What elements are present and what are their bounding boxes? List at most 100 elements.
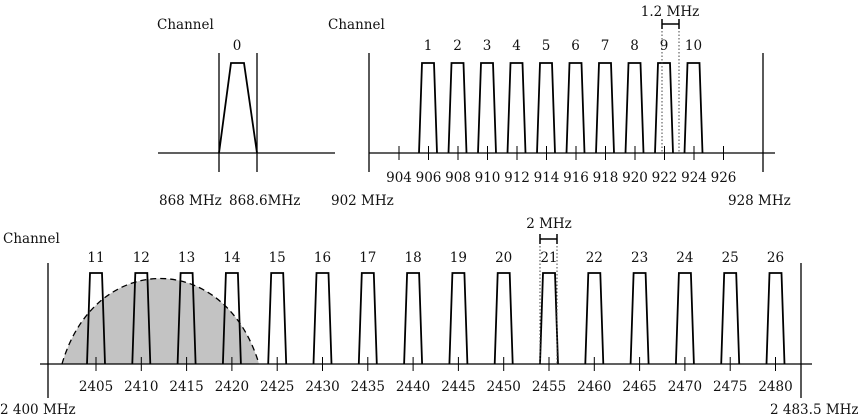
band-2400-tick-label: 2465 (622, 379, 656, 395)
band-2400-mhz: Channel 2405 2410 2415 2420 2425 2430 2435 2440… (0, 216, 859, 417)
channel-12-label: 12 (133, 250, 150, 266)
channel-6-mask (565, 62, 586, 154)
channel-11-mask (86, 272, 106, 365)
channel-17-label: 17 (359, 250, 376, 266)
channel-24-mask (675, 272, 695, 365)
band-915-tick-label: 922 (652, 170, 678, 186)
band-915-tick-label: 906 (416, 170, 442, 186)
channel-5-label: 5 (542, 38, 551, 54)
channel-15-label: 15 (269, 250, 286, 266)
channel-18-label: 18 (405, 250, 422, 266)
band-915-bandwidth-label: 1.2 MHz (641, 4, 699, 20)
channel-3-label: 3 (483, 38, 492, 54)
band-2400-tick-label: 2430 (305, 379, 339, 395)
channel-22-mask (584, 272, 605, 365)
channel-16-label: 16 (314, 250, 331, 266)
band-2400-tick-label: 2435 (351, 379, 385, 395)
band-2400-tick-label: 2420 (215, 379, 249, 395)
channel-20-label: 20 (495, 250, 512, 266)
band-915-tick-label: 910 (475, 170, 501, 186)
band-2400-tick-label: 2480 (758, 379, 792, 395)
band-2400-tick-label: 2470 (668, 379, 702, 395)
band-915-tick-label: 926 (711, 170, 737, 186)
band-2400-channel-heading: Channel (3, 231, 60, 247)
channel-10-label: 10 (685, 38, 702, 54)
band-915-tick-label: 914 (534, 170, 560, 186)
channel-21-mask (539, 272, 559, 365)
band-2400-tick-label: 2405 (79, 379, 113, 395)
band-915-tick-label: 904 (386, 170, 412, 186)
channel-6-label: 6 (571, 38, 580, 54)
channel-22-label: 22 (586, 250, 603, 266)
channel-14-label: 14 (223, 250, 240, 266)
band-2400-tick-label: 2415 (169, 379, 203, 395)
channel-7-mask (595, 62, 615, 154)
band-2400-bandwidth-marker (539, 234, 558, 244)
channel-5-mask (536, 62, 556, 154)
channel-11-label: 11 (87, 250, 104, 266)
channel-0-label: 0 (233, 38, 242, 54)
band-915-tick-label: 912 (504, 170, 530, 186)
band-915-tick-label: 920 (622, 170, 648, 186)
channel-24-label: 24 (676, 250, 693, 266)
band-2400-left-label: 2 400 MHz (0, 402, 76, 417)
channel-17-mask (357, 272, 378, 365)
channel-2-label: 2 (453, 38, 462, 54)
band-915-tick-label: 916 (563, 170, 589, 186)
band-915-channel-heading: Channel (328, 17, 385, 33)
band-2400-tick-label: 2445 (441, 379, 475, 395)
band-2400-tick-label: 2425 (260, 379, 294, 395)
channel-2-mask (447, 62, 468, 154)
band-2400-right-label: 2 483.5 MHz (770, 402, 859, 417)
channel-9-mask (654, 62, 674, 154)
band-2400-tick-label: 2440 (396, 379, 430, 395)
band-868-right-label: 868.6MHz (229, 193, 300, 209)
channel-13-label: 13 (178, 250, 195, 266)
band-868-left-label: 868 MHz (159, 193, 222, 209)
band-868-channel-heading: Channel (157, 17, 214, 33)
band-2400-bandwidth-label: 2 MHz (526, 216, 572, 232)
channel-19-label: 19 (450, 250, 467, 266)
channel-4-mask (506, 62, 527, 154)
channel-23-mask (629, 272, 650, 365)
channel-15-mask (267, 272, 288, 365)
band-2400-tick-label: 2450 (487, 379, 521, 395)
band-915-tick-label: 924 (681, 170, 707, 186)
band-2400-tick-label: 2460 (577, 379, 611, 395)
channel-3-mask (477, 62, 497, 154)
channel-26-label: 26 (767, 250, 784, 266)
channel-19-mask (448, 272, 469, 365)
channel-13-mask (176, 272, 197, 365)
channel-20-mask (493, 272, 514, 365)
channel-4-label: 4 (512, 38, 521, 54)
band-915-mhz: Channel 904 906 908 910 912 914 916 918 920 922 92… (328, 4, 791, 209)
channel-14-mask (222, 272, 242, 365)
channel-1-mask (418, 62, 438, 154)
channel-8-mask (624, 62, 645, 154)
band-915-tick-label: 908 (445, 170, 471, 186)
band-915-tick-label: 918 (593, 170, 619, 186)
channel-23-label: 23 (631, 250, 648, 266)
channel-0-mask (218, 62, 258, 154)
channel-25-label: 25 (722, 250, 739, 266)
channel-9-label: 9 (660, 38, 669, 54)
channel-25-mask (720, 272, 741, 365)
channel-21-label: 21 (540, 250, 557, 266)
channel-8-label: 8 (630, 38, 639, 54)
band-915-bandwidth-marker (661, 19, 680, 29)
channel-18-mask (403, 272, 423, 365)
channel-16-mask (312, 272, 333, 365)
band-2400-tick-label: 2410 (124, 379, 158, 395)
band-915-left-label: 902 MHz (331, 193, 394, 209)
channel-12-mask (131, 272, 152, 365)
adjacent-system-spectrum (61, 277, 260, 365)
band-2400-tick-label: 2455 (532, 379, 566, 395)
band-915-right-label: 928 MHz (728, 193, 791, 209)
band-868-mhz: Channel 0 868 MHz 868.6MHz (157, 17, 335, 209)
channel-26-mask (765, 272, 786, 365)
channel-10-mask (683, 62, 704, 154)
channel-7-label: 7 (601, 38, 610, 54)
channel-1-label: 1 (424, 38, 433, 54)
band-2400-tick-label: 2475 (713, 379, 747, 395)
